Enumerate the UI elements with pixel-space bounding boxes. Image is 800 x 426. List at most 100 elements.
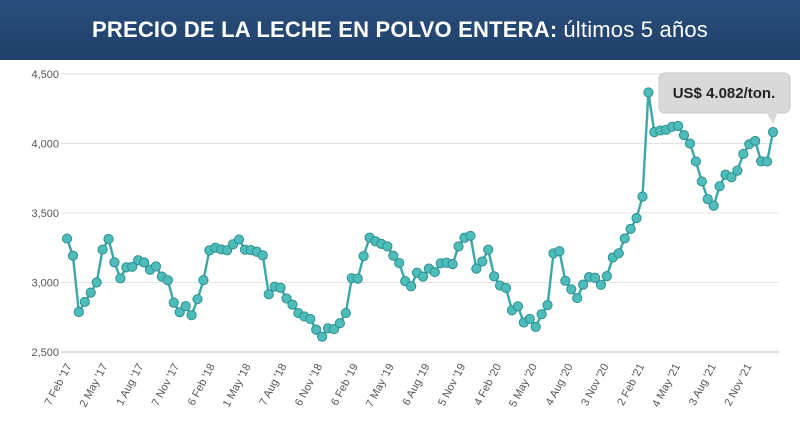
x-tick-label: 6 Nov '18 (293, 362, 325, 408)
series-markers (61, 87, 779, 342)
data-point (233, 234, 245, 245)
data-point (530, 321, 541, 332)
data-point (150, 261, 162, 272)
data-point (702, 194, 713, 205)
data-point (222, 245, 233, 256)
data-point (97, 244, 108, 255)
x-tick-label: 3 Aug '21 (687, 362, 719, 408)
chart-title-bold: PRECIO DE LA LECHE EN POLVO ENTERA: (91, 17, 558, 42)
data-point (394, 257, 405, 269)
x-axis: 7 Feb '17 2 May '17 1 Aug '17 7 Nov '17 6 Fe… (43, 362, 755, 409)
data-point (388, 250, 399, 261)
data-point (613, 248, 624, 259)
data-point (453, 241, 464, 252)
x-tick-label: 6 Feb '18 (186, 362, 218, 408)
data-point (180, 301, 191, 312)
chart-title-banner: PRECIO DE LA LECHE EN POLVO ENTERA: últi… (0, 0, 800, 60)
data-point (708, 200, 719, 211)
data-point (595, 279, 607, 290)
data-point (67, 250, 79, 261)
data-point (637, 191, 648, 202)
y-tick-label: 4,000 (31, 139, 59, 151)
data-point (471, 263, 482, 274)
chart-title-rest: últimos 5 años (563, 17, 709, 42)
data-point (542, 300, 553, 311)
data-point (198, 275, 209, 286)
data-point (678, 130, 690, 141)
data-point (61, 233, 73, 244)
gridlines (61, 73, 779, 353)
data-point (429, 266, 440, 278)
data-point (287, 299, 298, 310)
data-point (352, 273, 363, 284)
data-point (512, 301, 523, 312)
data-point (139, 257, 150, 268)
data-point (275, 282, 286, 293)
data-point (168, 297, 179, 308)
data-point (103, 233, 114, 245)
x-tick-label: 6 Aug '19 (401, 362, 433, 408)
data-point (672, 120, 684, 132)
x-tick-label: 6 Feb '19 (329, 362, 361, 408)
x-tick-label: 2 May '17 (78, 362, 111, 409)
data-point (684, 138, 696, 149)
data-point (382, 241, 393, 252)
data-point (85, 287, 96, 298)
data-point (317, 331, 328, 342)
data-point (500, 282, 512, 294)
x-tick-label: 1 May '18 (221, 362, 254, 409)
callout-label: US$ 4.082/ton. (673, 85, 776, 102)
x-tick-label: 2 Nov '21 (722, 362, 754, 408)
data-point (489, 271, 500, 282)
data-point (417, 271, 429, 282)
data-point (79, 296, 90, 308)
data-point (406, 281, 417, 292)
data-point (732, 165, 743, 176)
x-tick-label: 7 Aug '18 (257, 362, 289, 408)
x-tick-label: 5 Nov '19 (436, 362, 468, 408)
data-point (631, 213, 642, 224)
data-point (257, 250, 268, 261)
x-tick-label: 4 Feb '20 (472, 362, 504, 408)
data-point (589, 272, 601, 283)
x-tick-label: 5 May '20 (507, 362, 540, 409)
data-point (619, 233, 630, 244)
x-tick-label: 4 May '21 (650, 362, 683, 409)
data-point (340, 307, 351, 319)
data-point (174, 307, 185, 318)
data-point (477, 256, 488, 267)
y-tick-label: 2,500 (31, 347, 59, 359)
data-point (334, 318, 346, 329)
data-point (726, 172, 737, 183)
x-tick-label: 7 Feb '17 (43, 362, 75, 408)
data-point (572, 292, 583, 304)
callout-pointer (766, 112, 778, 124)
data-point (761, 156, 773, 167)
data-point (767, 127, 779, 138)
data-point (750, 135, 761, 147)
x-tick-label: 2 Feb '21 (615, 362, 647, 408)
y-tick-label: 4,500 (31, 69, 59, 81)
data-point (305, 313, 316, 325)
data-point (536, 309, 547, 320)
data-point (524, 313, 535, 325)
data-point (109, 257, 120, 268)
data-point (601, 271, 612, 282)
data-point (696, 176, 707, 187)
data-point (358, 250, 369, 262)
callout: US$ 4.082/ton. (658, 72, 791, 124)
data-point (115, 273, 126, 284)
data-point (162, 275, 173, 286)
x-tick-label: 7 Nov '17 (150, 362, 182, 408)
x-tick-label: 1 Aug '17 (114, 362, 146, 408)
data-point (560, 275, 571, 286)
data-point (73, 306, 84, 318)
data-point (91, 277, 102, 288)
data-point (690, 156, 701, 167)
data-point (566, 284, 577, 295)
x-tick-label: 7 May '19 (364, 362, 397, 409)
x-tick-label: 4 Aug '20 (544, 362, 576, 408)
data-point (465, 230, 476, 241)
data-point (192, 294, 203, 305)
